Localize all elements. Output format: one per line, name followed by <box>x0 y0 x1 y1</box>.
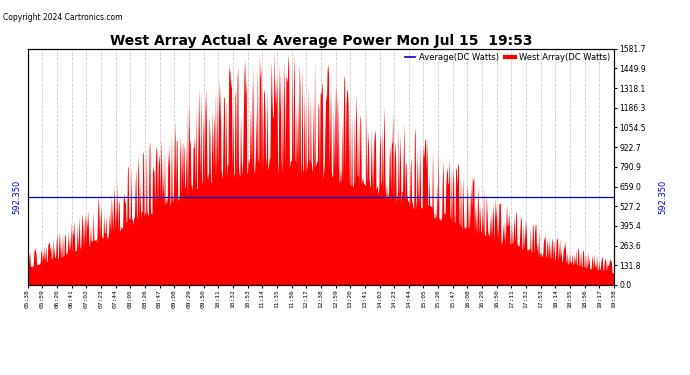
Title: West Array Actual & Average Power Mon Jul 15  19:53: West Array Actual & Average Power Mon Ju… <box>110 34 532 48</box>
Legend: Average(DC Watts), West Array(DC Watts): Average(DC Watts), West Array(DC Watts) <box>405 53 610 62</box>
Text: Copyright 2024 Cartronics.com: Copyright 2024 Cartronics.com <box>3 13 123 22</box>
Text: 592.350: 592.350 <box>658 179 667 214</box>
Text: 592.350: 592.350 <box>12 179 22 214</box>
